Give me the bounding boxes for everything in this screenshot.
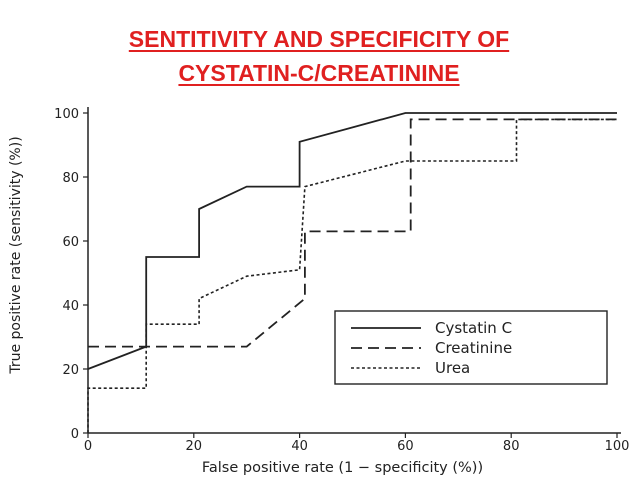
y-tick-label: 0 xyxy=(71,427,79,442)
chart-series xyxy=(87,112,617,433)
y-tick-label: 40 xyxy=(62,299,79,314)
y-tick-label: 80 xyxy=(62,171,79,186)
series-line-cystatin-c xyxy=(87,112,617,370)
y-tick-label: 60 xyxy=(62,235,79,250)
legend-label: Urea xyxy=(435,359,470,377)
legend-label: Cystatin C xyxy=(435,319,512,337)
chart-axes: 0 20 40 60 80 100 0 20 40 60 80 100 False positive r… xyxy=(8,107,629,476)
y-tick-label: 100 xyxy=(54,107,79,122)
legend-box xyxy=(334,310,608,385)
y-tick-label: 20 xyxy=(62,363,79,378)
chart-legend: Cystatin C Creatinine Urea xyxy=(334,310,608,385)
slide-title: SENTITIVITY AND SPECIFICITY OF CYSTATIN-… xyxy=(0,22,638,90)
x-tick-label: 80 xyxy=(503,439,520,454)
x-tick-label: 0 xyxy=(84,439,92,454)
x-tick-label: 40 xyxy=(291,439,308,454)
series-line-urea xyxy=(87,118,617,433)
x-tick-label: 20 xyxy=(186,439,203,454)
slide-title-line-1: SENTITIVITY AND SPECIFICITY OF xyxy=(128,26,510,52)
x-axis-label: False positive rate (1 − specificity (%)… xyxy=(202,460,483,476)
series-line-creatinine xyxy=(88,118,617,348)
x-tick-label: 100 xyxy=(605,439,630,454)
y-axis-label: True positive rate (sensitivity (%)) xyxy=(8,136,24,374)
slide-title-line-2: CYSTATIN-C/CREATININE xyxy=(178,60,460,86)
x-tick-label: 60 xyxy=(397,439,414,454)
legend-label: Creatinine xyxy=(435,339,512,357)
